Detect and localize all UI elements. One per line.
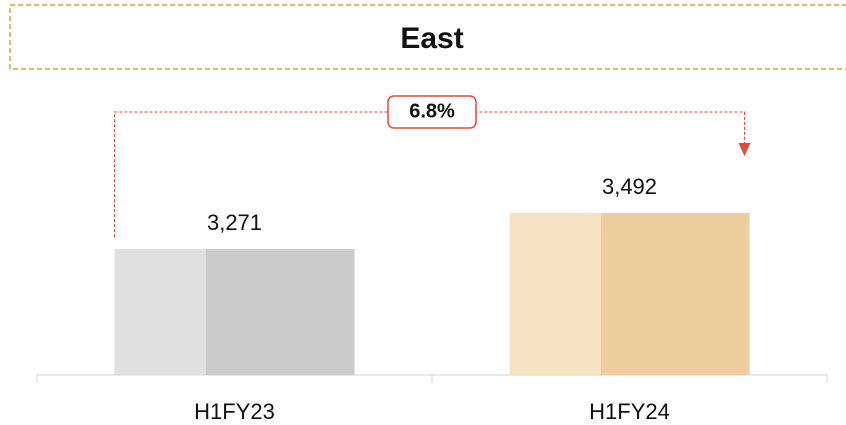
value-label: 3,492	[602, 174, 657, 199]
value-label: 3,271	[207, 210, 262, 235]
x-tick-label: H1FY23	[194, 399, 275, 424]
bar	[509, 212, 750, 375]
growth-label: 6.8%	[409, 100, 455, 122]
x-tick-label: H1FY24	[589, 399, 670, 424]
growth-box	[387, 95, 477, 129]
bar-segment	[509, 212, 601, 375]
bar-segment	[205, 249, 355, 375]
growth-arrow	[738, 142, 751, 156]
chart-title: East	[400, 22, 463, 55]
title-box	[9, 4, 846, 70]
bar	[114, 249, 355, 375]
bar-segment	[600, 212, 750, 375]
bar-segment	[114, 249, 206, 375]
